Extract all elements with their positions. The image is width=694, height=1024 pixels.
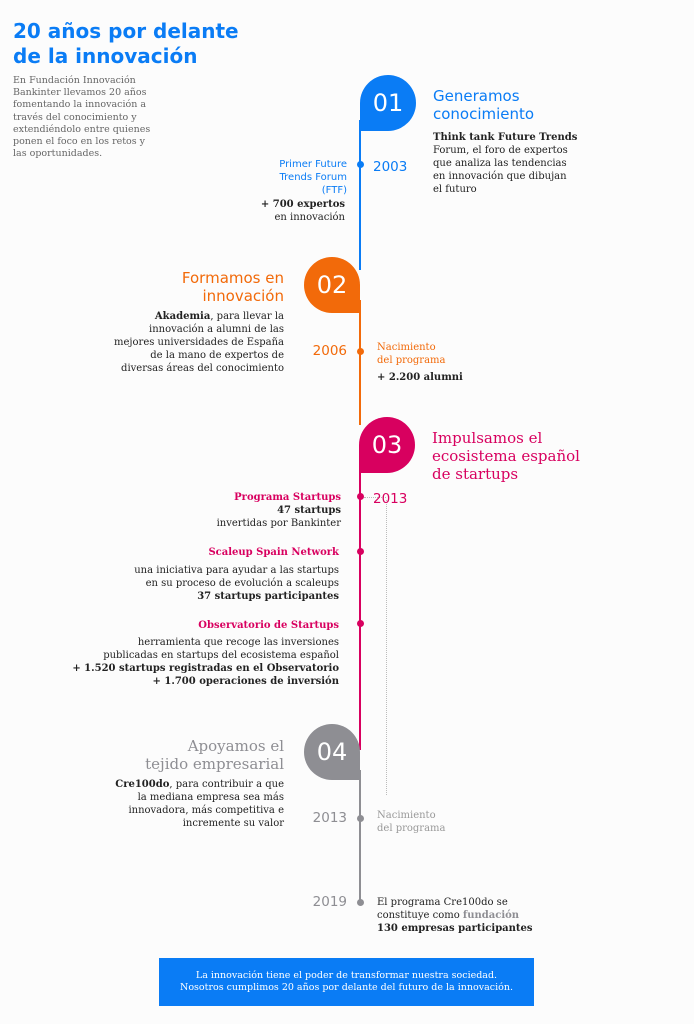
stat-alumni: + 2.200 alumni	[377, 372, 463, 383]
event-fundacion: El programa Cre100do se constituye como …	[377, 897, 533, 934]
event-ftf: Primer Future Trends Forum (FTF)	[279, 159, 347, 196]
footer-banner: La innovación tiene el poder de transfor…	[159, 958, 534, 1006]
year-2006: 2006	[312, 343, 347, 359]
timeline-line-gray	[359, 770, 361, 903]
timeline-dot	[357, 815, 364, 822]
stat-expertos: + 700 expertos en innovación	[260, 199, 345, 223]
section-number-04: 04	[304, 724, 360, 780]
section-number-02: 02	[304, 257, 360, 313]
footer-line: Nosotros cumplimos 20 años por delante d…	[180, 982, 513, 993]
timeline-line-blue	[359, 120, 361, 270]
timeline-line-magenta	[359, 465, 361, 750]
startup-item: Scaleup Spain Network una iniciativa para…	[134, 547, 339, 602]
event-nacimiento-akademia: Nacimiento del programa	[377, 342, 446, 366]
timeline-dot	[357, 493, 364, 500]
event-nacimiento-cre100do: Nacimiento del programa	[377, 810, 446, 834]
section-desc-2: Akademia, para llevar la innovación a alu…	[114, 311, 284, 374]
section-number-01: 01	[360, 75, 416, 131]
timeline-dot	[357, 620, 364, 627]
year-2013-cre100do: 2013	[312, 810, 347, 826]
section-desc-1: Think tank Future Trends Forum, el foro d…	[433, 132, 578, 195]
year-2019: 2019	[312, 894, 347, 910]
year-2003: 2003	[373, 159, 408, 175]
title-line: 20 años por delante	[13, 19, 239, 43]
startup-item: Observatorio de Startups herramienta que …	[72, 620, 339, 687]
startup-item: Programa Startups 47 startups invertidas p…	[216, 492, 341, 529]
section-title-1: Generamos conocimiento	[433, 87, 535, 123]
timeline-line-orange	[359, 300, 361, 425]
dotted-line	[386, 500, 387, 795]
section-desc-4: Cre100do, para contribuir a que la median…	[115, 779, 284, 829]
section-number-03: 03	[359, 417, 415, 473]
section-title-2: Formamos en innovación	[181, 269, 284, 305]
section-title-4: Apoyamos el tejido empresarial	[145, 737, 284, 773]
section-title-3: Impulsamos el ecosistema español de startu…	[432, 429, 580, 483]
footer-line: La innovación tiene el poder de transfor…	[195, 969, 498, 981]
intro-text: En Fundación Innovación Bankinter llevamo…	[13, 75, 151, 160]
page-title: 20 años por delante de la innovación	[13, 19, 239, 69]
timeline-dot	[357, 899, 364, 906]
timeline-dot	[357, 161, 364, 168]
timeline-dot	[357, 348, 364, 355]
timeline-dot	[357, 548, 364, 555]
title-line: de la innovación	[13, 44, 198, 68]
dotted-connector	[364, 497, 386, 498]
year-2013-startups: 2013	[373, 491, 408, 507]
